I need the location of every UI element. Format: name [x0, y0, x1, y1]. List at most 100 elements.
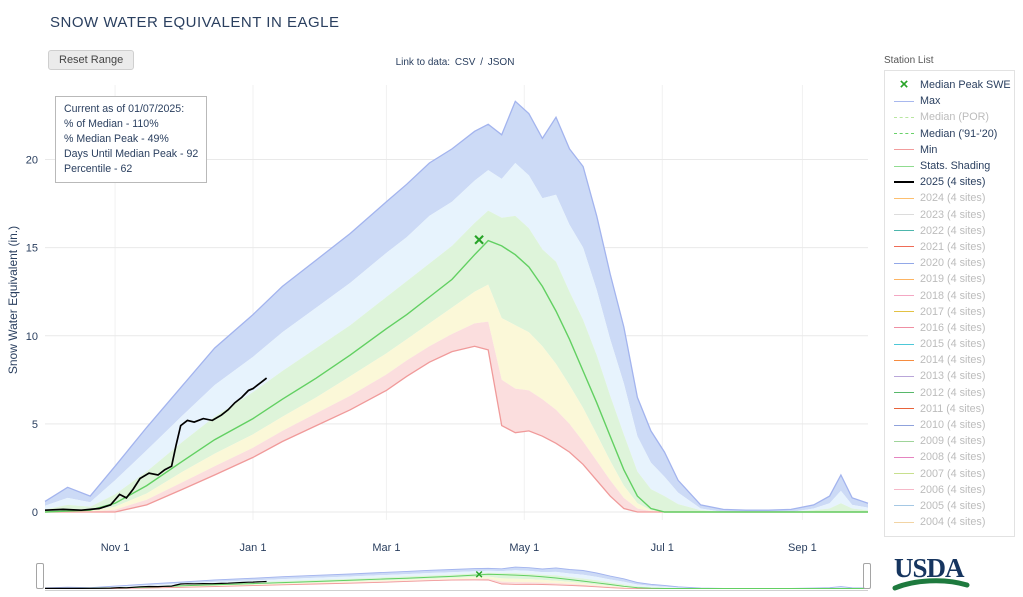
legend-item-2005-4-sites[interactable]: 2005 (4 sites): [893, 498, 1014, 514]
max-line: [44, 100, 869, 511]
line-swatch: [894, 392, 914, 394]
legend-item-2013-4-sites[interactable]: 2013 (4 sites): [893, 368, 1014, 384]
legend-label: 2012 (4 sites): [920, 386, 986, 399]
legend-item-2025-4-sites[interactable]: 2025 (4 sites): [893, 174, 1014, 190]
band-70-to-90: [45, 163, 868, 512]
x-tick-label: Nov 1: [101, 542, 130, 554]
legend-item-stats-shading[interactable]: Stats. Shading: [893, 158, 1014, 174]
legend-item-2008-4-sites[interactable]: 2008 (4 sites): [893, 449, 1014, 465]
legend-item-2023-4-sites[interactable]: 2023 (4 sites): [893, 207, 1014, 223]
line-swatch: [894, 359, 914, 361]
line-swatch-icon: [893, 392, 915, 394]
x-tick-label: May 1: [509, 542, 539, 554]
line-swatch-icon: [893, 133, 915, 135]
usda-logo-graphic: USDA: [892, 553, 970, 591]
median-line: [44, 239, 868, 513]
line-swatch-icon: [893, 149, 915, 151]
legend-label: 2023 (4 sites): [920, 208, 986, 221]
band-90-to-max: [45, 101, 868, 513]
x-tick-label: Mar 1: [372, 542, 400, 554]
csv-link[interactable]: CSV: [454, 57, 476, 68]
line-swatch: [894, 116, 914, 118]
legend-item-median-91-20[interactable]: Median ('91-'20): [893, 126, 1014, 142]
line-swatch-icon: [893, 295, 915, 297]
line-swatch-icon: [893, 214, 915, 216]
legend-item-min[interactable]: Min: [893, 142, 1014, 158]
legend-label: Median (POR): [920, 111, 989, 124]
legend-item-2014-4-sites[interactable]: 2014 (4 sites): [893, 352, 1014, 368]
line-swatch-icon: [893, 440, 915, 442]
legend-item-2004-4-sites[interactable]: 2004 (4 sites): [893, 514, 1014, 530]
current-stats-annotation: Current as of 01/07/2025: % of Median - …: [55, 96, 208, 183]
line-swatch: [894, 262, 914, 264]
line-swatch-icon: [893, 278, 915, 280]
legend-item-2021-4-sites[interactable]: 2021 (4 sites): [893, 239, 1014, 255]
line-swatch-icon: [893, 116, 915, 118]
legend-label: Max: [920, 95, 941, 108]
line-swatch-icon: [893, 408, 915, 410]
json-link[interactable]: JSON: [487, 57, 515, 68]
legend-label: Median ('91-'20): [920, 127, 998, 140]
line-swatch-icon: [893, 424, 915, 426]
legend-label: 2010 (4 sites): [920, 419, 986, 432]
range-slider-left-handle[interactable]: [36, 563, 44, 589]
legend-item-2009-4-sites[interactable]: 2009 (4 sites): [893, 433, 1014, 449]
legend-item-2022-4-sites[interactable]: 2022 (4 sites): [893, 223, 1014, 239]
median-peak-marker: [474, 234, 484, 245]
band-90-to-max: [45, 567, 868, 589]
annotation-line: Percentile - 62: [64, 163, 133, 175]
legend-item-2020-4-sites[interactable]: 2020 (4 sites): [893, 255, 1014, 271]
legend-item-median-peak-swe[interactable]: × Median Peak SWE: [893, 77, 1014, 93]
line-swatch: [894, 133, 914, 135]
line-swatch: [894, 181, 914, 184]
legend-item-2012-4-sites[interactable]: 2012 (4 sites): [893, 385, 1014, 401]
line-swatch: [894, 343, 914, 345]
legend-item-max[interactable]: Max: [893, 93, 1014, 109]
line-swatch-icon: [893, 262, 915, 264]
line-swatch: [894, 505, 914, 507]
line-swatch: [894, 440, 914, 442]
legend-item-2011-4-sites[interactable]: 2011 (4 sites): [893, 401, 1014, 417]
rangeslider-plot: [44, 563, 869, 592]
line-swatch: [894, 473, 914, 475]
legend-item-2024-4-sites[interactable]: 2024 (4 sites): [893, 190, 1014, 206]
legend-label: 2022 (4 sites): [920, 224, 986, 237]
legend-label: 2006 (4 sites): [920, 483, 986, 496]
legend-item-median-por[interactable]: Median (POR): [893, 109, 1014, 125]
line-swatch-icon: [893, 473, 915, 475]
reset-range-button[interactable]: Reset Range: [48, 50, 135, 70]
legend-item-2019-4-sites[interactable]: 2019 (4 sites): [893, 271, 1014, 287]
legend-label: 2005 (4 sites): [920, 499, 986, 512]
band-70-to-90: [45, 570, 868, 589]
line-swatch-icon: [893, 327, 915, 329]
legend-item-2007-4-sites[interactable]: 2007 (4 sites): [893, 466, 1014, 482]
range-slider-right-handle[interactable]: [863, 563, 871, 589]
legend-item-2015-4-sites[interactable]: 2015 (4 sites): [893, 336, 1014, 352]
legend-label: 2019 (4 sites): [920, 273, 986, 286]
legend-item-2016-4-sites[interactable]: 2016 (4 sites): [893, 320, 1014, 336]
line-swatch-icon: [893, 230, 915, 232]
legend-item-2017-4-sites[interactable]: 2017 (4 sites): [893, 304, 1014, 320]
line-swatch: [894, 424, 914, 426]
y-tick-label: 20: [26, 155, 38, 167]
link-separator: /: [480, 57, 483, 68]
line-swatch-icon: [893, 375, 915, 377]
swe-2025-line: [45, 580, 267, 589]
legend-label: 2021 (4 sites): [920, 240, 986, 253]
line-swatch-icon: [893, 311, 915, 313]
line-swatch-icon: [893, 505, 915, 507]
swe-2025-line: [44, 377, 268, 512]
legend-item-2018-4-sites[interactable]: 2018 (4 sites): [893, 287, 1014, 303]
line-swatch: [894, 165, 914, 167]
legend-item-2006-4-sites[interactable]: 2006 (4 sites): [893, 482, 1014, 498]
x-marker-icon: ×: [899, 76, 909, 94]
line-swatch-icon: [893, 181, 915, 184]
legend-box: × Median Peak SWE Max Median (POR) Median ('…: [884, 70, 1015, 537]
range-slider-track[interactable]: [45, 563, 868, 592]
legend-item-2010-4-sites[interactable]: 2010 (4 sites): [893, 417, 1014, 433]
band-30-to-70: [45, 210, 868, 512]
annotation-line: % of Median - 110%: [64, 118, 159, 130]
band-10-to-30: [45, 284, 868, 512]
legend-label: 2007 (4 sites): [920, 467, 986, 480]
legend-label: 2013 (4 sites): [920, 370, 986, 383]
